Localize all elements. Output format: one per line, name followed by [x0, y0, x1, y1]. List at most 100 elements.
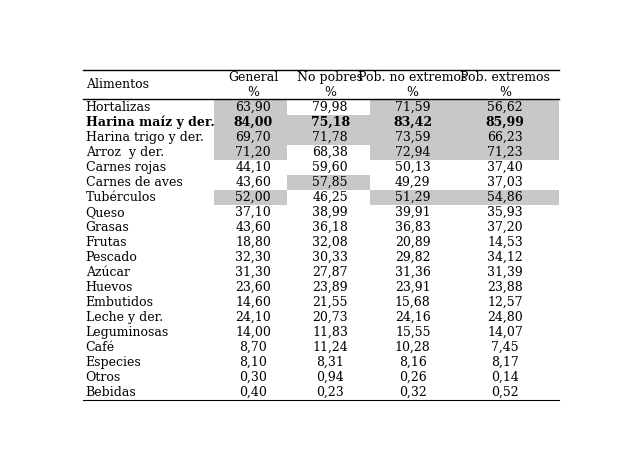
- Text: 21,55: 21,55: [312, 296, 348, 309]
- Text: 69,70: 69,70: [236, 131, 271, 144]
- Text: Queso: Queso: [86, 206, 125, 219]
- Text: 38,99: 38,99: [312, 206, 348, 219]
- Text: 66,23: 66,23: [487, 131, 523, 144]
- Text: 8,16: 8,16: [399, 356, 426, 369]
- Text: 10,28: 10,28: [395, 341, 431, 354]
- Text: 23,88: 23,88: [487, 281, 523, 294]
- Text: 37,10: 37,10: [235, 206, 271, 219]
- Text: 43,60: 43,60: [235, 176, 271, 189]
- Bar: [370, 145, 453, 159]
- Text: 14,07: 14,07: [487, 326, 523, 339]
- Bar: [287, 175, 370, 190]
- Text: 0,94: 0,94: [316, 371, 344, 384]
- Text: Especies: Especies: [86, 356, 142, 369]
- Text: 18,80: 18,80: [235, 236, 271, 249]
- Text: Harina maíz y der.: Harina maíz y der.: [86, 115, 214, 129]
- Text: 31,36: 31,36: [395, 266, 431, 279]
- Text: 46,25: 46,25: [312, 191, 348, 204]
- Text: 31,30: 31,30: [235, 266, 271, 279]
- Text: Harina trigo y der.: Harina trigo y der.: [86, 131, 203, 144]
- Text: 44,10: 44,10: [235, 160, 271, 173]
- Text: Otros: Otros: [86, 371, 121, 384]
- Text: 27,87: 27,87: [312, 266, 348, 279]
- Text: 7,45: 7,45: [491, 341, 519, 354]
- Text: 36,18: 36,18: [312, 221, 348, 234]
- Text: 37,20: 37,20: [487, 221, 523, 234]
- Text: 54,86: 54,86: [487, 191, 523, 204]
- Bar: [214, 190, 287, 205]
- Text: 73,59: 73,59: [395, 131, 431, 144]
- Text: 23,60: 23,60: [235, 281, 271, 294]
- Text: 20,89: 20,89: [395, 236, 431, 249]
- Bar: [453, 190, 559, 205]
- Text: 11,83: 11,83: [312, 326, 348, 339]
- Text: 14,00: 14,00: [235, 326, 271, 339]
- Bar: [214, 130, 287, 145]
- Text: 0,14: 0,14: [491, 371, 519, 384]
- Text: 43,60: 43,60: [235, 221, 271, 234]
- Text: Carnes rojas: Carnes rojas: [86, 160, 166, 173]
- Bar: [370, 190, 453, 205]
- Bar: [453, 100, 559, 114]
- Bar: [287, 114, 370, 130]
- Text: Hortalizas: Hortalizas: [86, 100, 151, 113]
- Text: 24,16: 24,16: [395, 311, 431, 324]
- Bar: [214, 145, 287, 159]
- Text: No pobres
%: No pobres %: [297, 71, 363, 99]
- Text: 50,13: 50,13: [395, 160, 431, 173]
- Bar: [370, 100, 453, 114]
- Text: 23,91: 23,91: [395, 281, 431, 294]
- Text: 83,42: 83,42: [393, 115, 432, 128]
- Text: 0,26: 0,26: [399, 371, 426, 384]
- Text: 71,20: 71,20: [236, 146, 271, 159]
- Text: 0,32: 0,32: [399, 386, 426, 399]
- Text: Café: Café: [86, 341, 115, 354]
- Bar: [453, 114, 559, 130]
- Text: Huevos: Huevos: [86, 281, 133, 294]
- Text: 59,60: 59,60: [312, 160, 348, 173]
- Text: 35,93: 35,93: [487, 206, 523, 219]
- Text: 37,40: 37,40: [487, 160, 523, 173]
- Text: 51,29: 51,29: [395, 191, 431, 204]
- Text: 85,99: 85,99: [485, 115, 524, 128]
- Text: 0,30: 0,30: [240, 371, 267, 384]
- Text: Leguminosas: Leguminosas: [86, 326, 169, 339]
- Text: 8,10: 8,10: [240, 356, 267, 369]
- Text: 8,31: 8,31: [316, 356, 344, 369]
- Text: 15,55: 15,55: [395, 326, 431, 339]
- Text: 71,78: 71,78: [312, 131, 348, 144]
- Text: Azúcar: Azúcar: [86, 266, 130, 279]
- Text: 15,68: 15,68: [395, 296, 431, 309]
- Bar: [370, 114, 453, 130]
- Text: 8,17: 8,17: [491, 356, 519, 369]
- Bar: [214, 114, 287, 130]
- Bar: [214, 100, 287, 114]
- Text: 24,80: 24,80: [487, 311, 523, 324]
- Text: 11,24: 11,24: [312, 341, 348, 354]
- Text: 84,00: 84,00: [234, 115, 273, 128]
- Text: Grasas: Grasas: [86, 221, 129, 234]
- Text: 72,94: 72,94: [395, 146, 431, 159]
- Text: 23,89: 23,89: [312, 281, 348, 294]
- Text: 68,38: 68,38: [312, 146, 348, 159]
- Bar: [453, 145, 559, 159]
- Bar: [370, 130, 453, 145]
- Text: 57,85: 57,85: [312, 176, 348, 189]
- Text: 24,10: 24,10: [235, 311, 271, 324]
- Text: Alimentos: Alimentos: [86, 78, 149, 91]
- Text: 32,08: 32,08: [312, 236, 348, 249]
- Text: 32,30: 32,30: [235, 251, 271, 264]
- Text: Embutidos: Embutidos: [86, 296, 154, 309]
- Text: Arroz  y der.: Arroz y der.: [86, 146, 164, 159]
- Text: Bebidas: Bebidas: [86, 386, 137, 399]
- Text: Carnes de aves: Carnes de aves: [86, 176, 182, 189]
- Text: Pob. no extremos
%: Pob. no extremos %: [358, 71, 467, 99]
- Text: Pob. extremos
%: Pob. extremos %: [460, 71, 550, 99]
- Text: 12,57: 12,57: [487, 296, 523, 309]
- Text: 49,29: 49,29: [395, 176, 431, 189]
- Text: 8,70: 8,70: [240, 341, 267, 354]
- Text: 39,91: 39,91: [395, 206, 431, 219]
- Text: 0,23: 0,23: [316, 386, 344, 399]
- Text: 63,90: 63,90: [235, 100, 271, 113]
- Text: 20,73: 20,73: [312, 311, 348, 324]
